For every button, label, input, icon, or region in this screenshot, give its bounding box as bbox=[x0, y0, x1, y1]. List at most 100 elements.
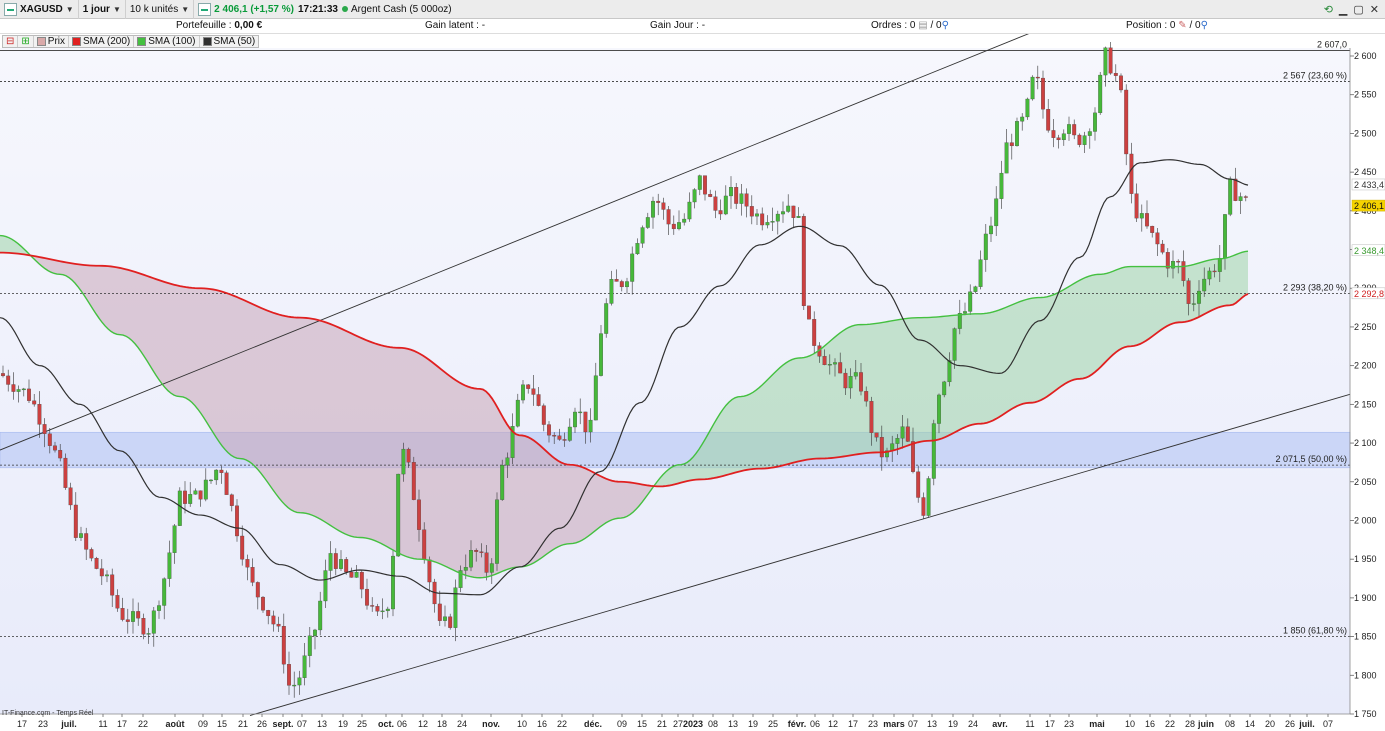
candle-body bbox=[952, 328, 957, 361]
minimize-icon[interactable]: ▁ bbox=[1338, 3, 1348, 16]
candle-body bbox=[573, 411, 577, 428]
candle-body bbox=[723, 195, 728, 215]
candle-body bbox=[229, 494, 234, 506]
fib-label-3: 2 071,5 (50,00 %) bbox=[1275, 454, 1347, 464]
candle-body bbox=[859, 372, 863, 392]
candle-body bbox=[905, 426, 910, 442]
candle-body bbox=[1202, 278, 1207, 292]
y-tick-label: 1 850 bbox=[1354, 632, 1377, 642]
x-tick-label: 28 bbox=[1185, 719, 1195, 729]
candle-body bbox=[843, 372, 848, 389]
candle-body bbox=[1046, 109, 1051, 131]
candle-body bbox=[167, 552, 172, 579]
legend-sma100[interactable]: SMA (100) bbox=[134, 36, 200, 47]
candle-body bbox=[916, 471, 921, 498]
sma200-line bbox=[0, 251, 1249, 488]
candle-body bbox=[942, 381, 947, 396]
candle-body bbox=[183, 490, 187, 504]
candle-body bbox=[541, 405, 546, 425]
candle-body bbox=[744, 193, 749, 207]
candle-body bbox=[578, 411, 583, 414]
y-tick-label: 2 500 bbox=[1354, 128, 1377, 138]
candle-body bbox=[531, 388, 536, 395]
maximize-icon[interactable]: ▢ bbox=[1353, 3, 1364, 16]
candle-body bbox=[1035, 76, 1040, 79]
candle-body bbox=[500, 465, 505, 500]
candle-body bbox=[1145, 213, 1149, 227]
candle-body bbox=[1181, 261, 1186, 281]
search-icon[interactable]: ⚲ bbox=[941, 20, 949, 31]
zoom-out-button[interactable]: ⊟ bbox=[3, 36, 19, 47]
candle-body bbox=[734, 187, 739, 204]
candle-body bbox=[1067, 124, 1071, 134]
candle-body bbox=[162, 578, 167, 606]
candle-body bbox=[94, 557, 99, 569]
candle-body bbox=[687, 201, 692, 220]
candle-body bbox=[1030, 76, 1035, 100]
legend-prix[interactable]: Prix bbox=[34, 36, 70, 47]
candle-body bbox=[515, 399, 520, 427]
candle-body bbox=[16, 389, 21, 392]
x-tick-label: juil. bbox=[1298, 719, 1315, 729]
refresh-icon[interactable]: ⟲ bbox=[1323, 3, 1333, 16]
candle-body bbox=[292, 684, 297, 687]
candle-body bbox=[484, 552, 489, 573]
price-chart[interactable]: 2 607,0 2 567 (23,60 %) 2 293 (38,20 %) 2 0… bbox=[0, 34, 1385, 731]
candle-body bbox=[287, 664, 291, 686]
candle-body bbox=[599, 333, 603, 376]
candle-body bbox=[911, 441, 915, 472]
position-icon[interactable]: ✎ bbox=[1178, 20, 1187, 31]
close-icon[interactable]: ✕ bbox=[1369, 3, 1379, 16]
candle-body bbox=[193, 490, 198, 495]
candle-body bbox=[775, 213, 780, 222]
legend-sma50[interactable]: SMA (50) bbox=[200, 36, 259, 47]
fib-label-1: 2 567 (23,60 %) bbox=[1283, 71, 1347, 81]
y-tick-label: 2 450 bbox=[1354, 167, 1377, 177]
orders-icon[interactable]: ▤ bbox=[918, 20, 928, 31]
candle-body bbox=[245, 559, 250, 568]
x-tick-label: 22 bbox=[557, 719, 567, 729]
candle-body bbox=[411, 462, 416, 500]
candle-body bbox=[1098, 74, 1103, 114]
chevron-down-icon: ▼ bbox=[65, 4, 74, 14]
x-tick-label: 19 bbox=[748, 719, 758, 729]
candle-body bbox=[1238, 196, 1243, 201]
candle-body bbox=[453, 587, 458, 628]
candle-body bbox=[505, 457, 510, 466]
zoom-in-button[interactable]: ⊞ bbox=[18, 36, 34, 47]
candle-body bbox=[640, 227, 645, 244]
units-selector[interactable]: 10 k unités ▼ bbox=[126, 0, 195, 19]
y-tick-label: 1 750 bbox=[1354, 709, 1377, 719]
candle-body bbox=[708, 194, 713, 197]
symbol-selector[interactable]: XAGUSD ▼ bbox=[0, 0, 79, 19]
candle-body bbox=[1119, 75, 1123, 91]
x-tick-label: 10 bbox=[517, 719, 527, 729]
x-tick-label: 21 bbox=[657, 719, 667, 729]
x-tick-label: 20 bbox=[1265, 719, 1275, 729]
x-tick-label: 08 bbox=[708, 719, 718, 729]
chevron-down-icon: ▼ bbox=[181, 4, 190, 14]
candle-body bbox=[1165, 252, 1170, 269]
x-tick-label: 26 bbox=[257, 719, 267, 729]
candle-body bbox=[963, 311, 967, 314]
candle-body bbox=[978, 259, 983, 287]
x-tick-label: 18 bbox=[437, 719, 447, 729]
candle-body bbox=[1020, 116, 1025, 122]
candle-body bbox=[853, 372, 858, 377]
x-tick-label: 25 bbox=[768, 719, 778, 729]
candle-body bbox=[302, 655, 307, 678]
x-tick-label: 14 bbox=[1245, 719, 1255, 729]
x-tick-label: 22 bbox=[1165, 719, 1175, 729]
price-change: 2 406,1 (+1,57 %) bbox=[214, 3, 294, 15]
x-tick-label: 12 bbox=[828, 719, 838, 729]
search-icon[interactable]: ⚲ bbox=[1200, 20, 1208, 31]
portfolio-infobar: Portefeuille : 0,00 € Gain latent : - Ga… bbox=[0, 19, 1385, 34]
period-selector[interactable]: 1 jour ▼ bbox=[79, 0, 126, 19]
candle-body bbox=[110, 574, 115, 596]
last-value-badge bbox=[1351, 178, 1385, 191]
candle-body bbox=[671, 223, 676, 230]
legend-sma200[interactable]: SMA (200) bbox=[69, 36, 135, 47]
last-value-badge bbox=[1351, 244, 1385, 257]
candle-body bbox=[1015, 121, 1019, 147]
y-tick-label: 2 050 bbox=[1354, 477, 1377, 487]
